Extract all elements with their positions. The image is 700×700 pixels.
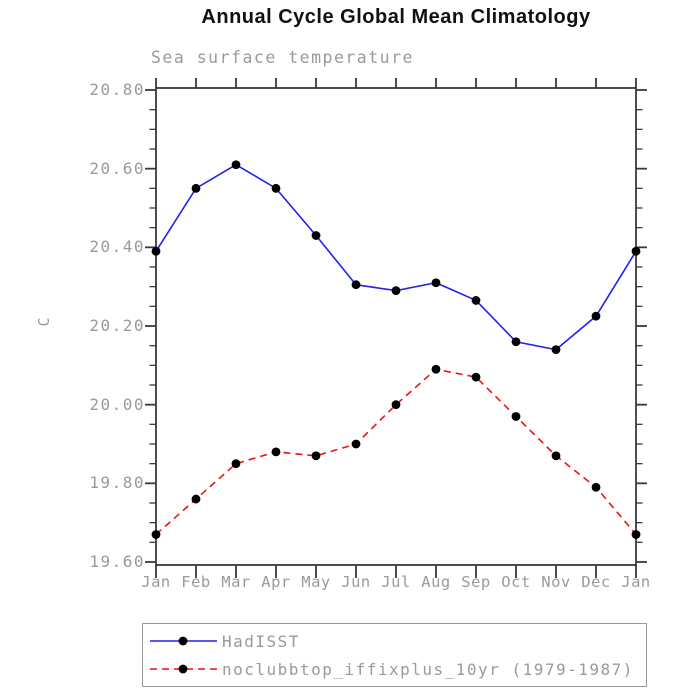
data-point-marker: [551, 345, 561, 354]
data-point-marker: [471, 296, 481, 305]
data-point-marker: [351, 439, 361, 449]
data-point-marker: [231, 459, 241, 469]
data-point-marker: [511, 337, 521, 347]
legend-sample-marker: [178, 664, 188, 674]
x-tick-label: Jul: [381, 573, 411, 591]
x-tick-label: Jun: [341, 573, 371, 591]
x-tick-label: May: [301, 573, 331, 591]
data-point-marker: [471, 372, 481, 382]
legend-line-sample-dashed: [150, 664, 217, 674]
x-tick-label: Nov: [541, 573, 571, 591]
data-point-marker: [431, 364, 441, 374]
x-tick-label: Mar: [221, 573, 251, 591]
data-point-marker: [511, 412, 521, 421]
data-point-marker: [631, 530, 641, 539]
data-point-marker: [151, 530, 161, 539]
data-point-marker: [311, 231, 321, 240]
legend-label-hadisst: HadISST: [222, 631, 300, 651]
data-point-marker: [391, 400, 401, 410]
chart-title: Annual Cycle Global Mean Climatology: [201, 6, 591, 28]
y-tick-label: 19.80: [89, 473, 145, 493]
data-point-marker: [351, 280, 361, 290]
x-tick-label: Apr: [261, 573, 291, 591]
data-point-marker: [271, 183, 281, 193]
data-point-marker: [191, 494, 201, 504]
x-tick-label: Dec: [581, 573, 611, 591]
chart-subtitle: Sea surface temperature: [151, 48, 414, 67]
x-tick-label: Aug: [421, 573, 451, 591]
y-tick-label: 19.60: [89, 551, 145, 571]
y-tick-label: 20.80: [89, 80, 145, 99]
legend-box: HadISST noclubbtop_iffixplus_10yr (1979-…: [142, 623, 647, 687]
x-tick-label: Feb: [181, 573, 211, 591]
data-point-marker: [311, 451, 321, 461]
data-point-marker: [151, 246, 161, 256]
y-tick-label: 20.00: [89, 394, 145, 414]
data-point-marker: [231, 160, 241, 170]
y-tick-label: 20.40: [89, 237, 145, 257]
series-line-0: [155, 163, 637, 351]
y-tick-label: 20.20: [89, 315, 145, 335]
y-tick-label: 20.60: [89, 158, 145, 178]
data-point-marker: [631, 246, 641, 256]
data-point-marker: [391, 286, 401, 295]
x-tick-label: Sep: [461, 573, 491, 591]
data-point-marker: [551, 451, 561, 461]
legend-line-sample-solid: [150, 636, 217, 646]
data-point-marker: [591, 311, 601, 321]
legend-sample-marker: [178, 636, 188, 646]
data-point-marker: [191, 183, 201, 193]
x-tick-label: Oct: [501, 573, 531, 591]
data-point-marker: [271, 447, 281, 457]
legend-entry-hadisst: HadISST: [143, 627, 646, 655]
data-point-marker: [591, 482, 601, 492]
x-tick-label: Jan: [141, 573, 171, 591]
legend-label-noclubbtop: noclubbtop_iffixplus_10yr (1979-1987): [222, 659, 634, 679]
data-point-marker: [431, 278, 441, 288]
series-line-1: [155, 368, 637, 536]
x-tick-label: Jan: [621, 573, 651, 591]
legend-entry-noclubbtop: noclubbtop_iffixplus_10yr (1979-1987): [143, 655, 646, 683]
plot-frame: [155, 87, 637, 566]
